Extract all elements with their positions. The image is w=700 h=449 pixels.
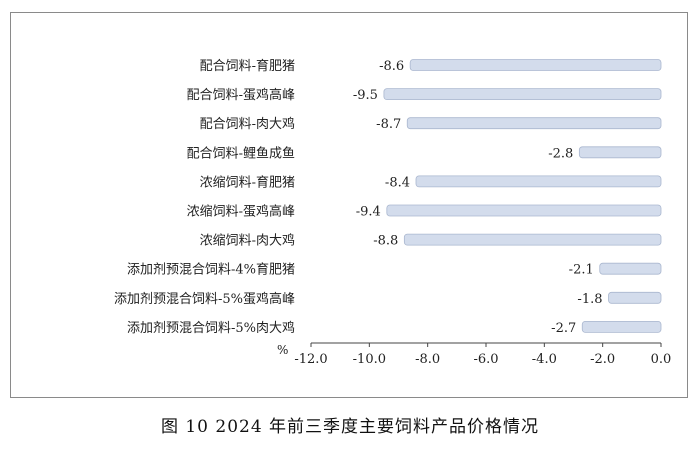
x-tick-label-2: -8.0 <box>415 352 440 367</box>
bar-8 <box>608 291 662 304</box>
bar-3 <box>578 146 662 159</box>
value-label-8: -1.8 <box>577 292 602 307</box>
bar-6 <box>403 233 662 246</box>
category-label-1: 配合饲料-蛋鸡高峰 <box>187 87 295 103</box>
bar-5 <box>386 204 662 217</box>
x-ticks-layer: -12.0 -10.0 -8.0 -6.0 -4.0 -2.0 0.0 <box>294 343 671 367</box>
bar-2 <box>406 117 662 130</box>
category-label-4: 浓缩饲料-育肥猪 <box>200 174 295 190</box>
category-label-6: 浓缩饲料-肉大鸡 <box>200 233 295 249</box>
figure-caption: 图 10 2024 年前三季度主要饲料产品价格情况 <box>160 417 540 437</box>
category-label-3: 配合饲料-鲤鱼成鱼 <box>187 145 295 161</box>
x-tick-label-3: -6.0 <box>473 352 498 367</box>
bar-4 <box>415 175 662 188</box>
value-label-4: -8.4 <box>385 175 410 190</box>
bar-0 <box>409 59 662 71</box>
category-label-8: 添加剂预混合饲料-5%蛋鸡高峰 <box>114 291 295 307</box>
value-label-1: -9.5 <box>353 88 378 103</box>
x-tick-label-4: -4.0 <box>532 352 557 367</box>
category-label-9: 添加剂预混合饲料-5%肉大鸡 <box>127 320 295 336</box>
value-label-3: -2.8 <box>548 146 573 161</box>
x-tick-label-6: 0.0 <box>651 352 672 367</box>
value-label-0: -8.6 <box>379 59 404 74</box>
category-label-7: 添加剂预混合饲料-4%育肥猪 <box>127 262 295 278</box>
value-label-5: -9.4 <box>356 205 381 220</box>
bar-9 <box>581 320 662 333</box>
bars-layer <box>383 59 662 333</box>
unit-label: % <box>277 343 288 357</box>
category-label-0: 配合饲料-育肥猪 <box>200 58 295 74</box>
value-label-7: -2.1 <box>569 263 594 278</box>
value-label-2: -8.7 <box>376 117 401 132</box>
category-label-5: 浓缩饲料-蛋鸡高峰 <box>187 204 295 220</box>
category-label-2: 配合饲料-肉大鸡 <box>200 116 295 132</box>
x-tick-label-5: -2.0 <box>590 352 615 367</box>
x-tick-label-1: -10.0 <box>353 352 386 367</box>
x-tick-label-0: -12.0 <box>294 352 327 367</box>
value-label-9: -2.7 <box>551 321 576 336</box>
bar-7 <box>599 262 662 275</box>
bar-1 <box>383 88 662 100</box>
value-label-6: -8.8 <box>373 234 398 249</box>
labels-layer: -8.6 配合饲料-育肥猪 -9.5 配合饲料-蛋鸡高峰 -8.7 配合饲料-肉大鸡 -2.… <box>114 58 603 336</box>
